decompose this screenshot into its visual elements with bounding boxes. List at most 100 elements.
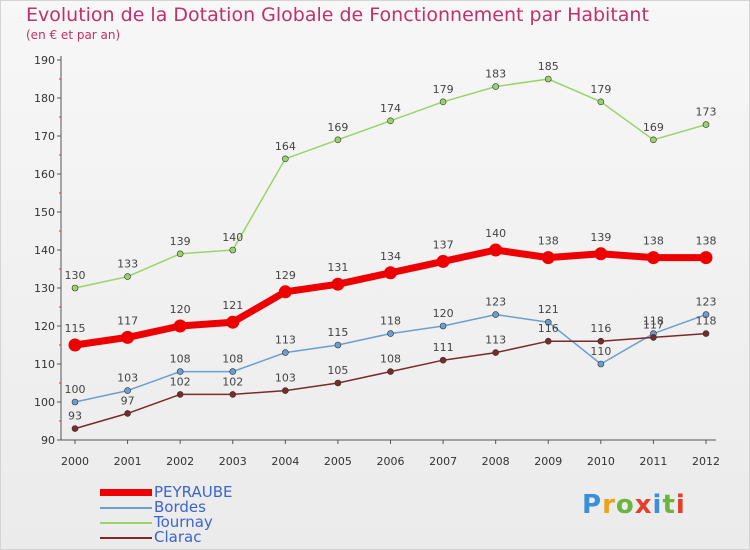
- data-label-tournay: 185: [538, 60, 559, 73]
- legend-label-peyraube: PEYRAUBE: [154, 483, 233, 501]
- x-tick-label: 2012: [692, 455, 720, 468]
- data-point-tournay: [650, 136, 657, 144]
- data-point-bordes: [387, 330, 394, 337]
- legend-item-bordes: Bordes: [100, 499, 300, 515]
- data-label-peyraube: 131: [327, 261, 348, 274]
- data-point-clarac: [702, 330, 710, 337]
- y-tick-label: 120: [34, 320, 55, 333]
- data-label-peyraube: 138: [538, 235, 559, 248]
- y-tick-label: 150: [34, 206, 55, 219]
- y-tick-label: 110: [34, 358, 55, 371]
- data-label-clarac: 102: [170, 375, 191, 388]
- data-label-peyraube: 137: [433, 238, 454, 251]
- data-label-clarac: 118: [696, 315, 717, 328]
- data-point-peyraube: [121, 330, 135, 344]
- data-point-tournay: [229, 246, 237, 254]
- x-tick-label: 2011: [639, 455, 667, 468]
- data-point-tournay: [492, 83, 499, 90]
- data-label-clarac: 116: [538, 322, 559, 335]
- logo-letter: i: [652, 490, 663, 520]
- data-label-tournay: 164: [275, 140, 296, 153]
- logo-letter: r: [602, 490, 616, 520]
- data-label-tournay: 173: [696, 106, 717, 119]
- data-point-clarac: [544, 337, 552, 345]
- data-point-peyraube: [331, 277, 345, 291]
- data-label-bordes: 103: [117, 372, 138, 385]
- data-label-clarac: 105: [327, 364, 348, 377]
- data-point-peyraube: [173, 319, 187, 333]
- data-point-clarac: [71, 425, 79, 432]
- logo-letter: o: [615, 490, 635, 520]
- legend-swatch-tournay: [100, 522, 152, 524]
- data-point-tournay: [702, 121, 710, 128]
- data-label-bordes: 100: [65, 383, 86, 396]
- data-label-clarac: 97: [121, 394, 135, 407]
- data-label-clarac: 113: [485, 334, 506, 347]
- data-point-bordes: [439, 322, 447, 330]
- data-label-tournay: 169: [643, 121, 664, 134]
- y-tick-label: 170: [34, 130, 55, 143]
- data-point-bordes: [702, 311, 710, 318]
- data-point-clarac: [282, 387, 289, 394]
- data-label-tournay: 169: [327, 121, 348, 134]
- data-label-bordes: 110: [590, 345, 611, 358]
- logo-letter: t: [662, 490, 676, 520]
- data-label-clarac: 108: [380, 353, 401, 366]
- data-label-peyraube: 134: [380, 250, 401, 263]
- legend-label-tournay: Tournay: [154, 513, 213, 531]
- data-point-tournay: [544, 75, 552, 83]
- data-point-tournay: [71, 284, 79, 292]
- data-label-bordes: 108: [222, 353, 243, 366]
- data-label-peyraube: 138: [696, 235, 717, 248]
- x-tick-label: 2000: [61, 455, 89, 468]
- data-point-clarac: [439, 356, 447, 364]
- legend-item-tournay: Tournay: [100, 514, 300, 530]
- logo-letter: x: [634, 490, 653, 520]
- data-label-bordes: 123: [485, 296, 506, 309]
- data-point-peyraube: [594, 247, 608, 261]
- data-point-clarac: [650, 334, 657, 341]
- x-tick-label: 2002: [166, 455, 194, 468]
- data-label-peyraube: 120: [170, 303, 191, 316]
- data-point-peyraube: [384, 266, 397, 280]
- x-tick-label: 2009: [534, 455, 562, 468]
- data-label-clarac: 111: [433, 341, 454, 354]
- data-point-bordes: [282, 349, 289, 356]
- data-label-peyraube: 117: [117, 314, 138, 327]
- data-point-tournay: [597, 98, 605, 106]
- legend-swatch-clarac: [100, 537, 152, 539]
- x-tick-label: 2005: [324, 455, 352, 468]
- data-point-tournay: [439, 98, 447, 106]
- data-point-clarac: [334, 379, 342, 387]
- x-tick-label: 2004: [271, 455, 299, 468]
- x-tick-label: 2008: [482, 455, 510, 468]
- y-tick-label: 160: [34, 168, 55, 181]
- data-label-peyraube: 139: [590, 231, 611, 244]
- data-label-bordes: 120: [433, 307, 454, 320]
- data-label-peyraube: 129: [275, 269, 296, 282]
- data-label-clarac: 102: [222, 375, 243, 388]
- data-label-peyraube: 121: [222, 299, 243, 312]
- data-point-bordes: [597, 360, 605, 368]
- data-label-tournay: 139: [170, 235, 191, 248]
- data-point-tournay: [387, 117, 394, 125]
- x-tick-label: 2003: [219, 455, 247, 468]
- logo-letter: i: [675, 490, 686, 520]
- data-point-bordes: [334, 341, 342, 349]
- data-point-tournay: [124, 273, 131, 280]
- data-point-bordes: [71, 398, 79, 406]
- data-point-clarac: [124, 410, 131, 417]
- data-label-peyraube: 138: [643, 235, 664, 248]
- data-point-tournay: [176, 250, 184, 258]
- data-point-clarac: [387, 368, 394, 375]
- legend-swatch-bordes: [100, 507, 152, 509]
- data-label-bordes: 113: [275, 334, 296, 347]
- data-label-bordes: 123: [696, 296, 717, 309]
- data-point-clarac: [229, 391, 237, 398]
- data-label-peyraube: 140: [485, 227, 506, 240]
- data-label-tournay: 183: [485, 68, 506, 81]
- data-point-tournay: [282, 155, 289, 163]
- data-point-bordes: [124, 387, 131, 394]
- data-label-tournay: 130: [65, 269, 86, 282]
- legend-label-bordes: Bordes: [154, 498, 206, 516]
